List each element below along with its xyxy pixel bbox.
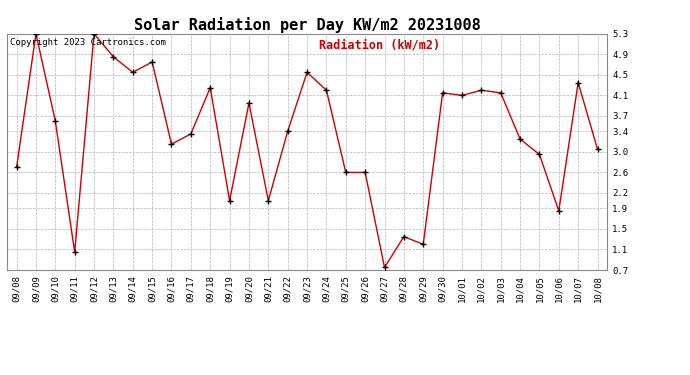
Text: Copyright 2023 Cartronics.com: Copyright 2023 Cartronics.com bbox=[10, 39, 166, 48]
Title: Solar Radiation per Day KW/m2 20231008: Solar Radiation per Day KW/m2 20231008 bbox=[134, 16, 480, 33]
Text: Radiation (kW/m2): Radiation (kW/m2) bbox=[319, 39, 440, 51]
